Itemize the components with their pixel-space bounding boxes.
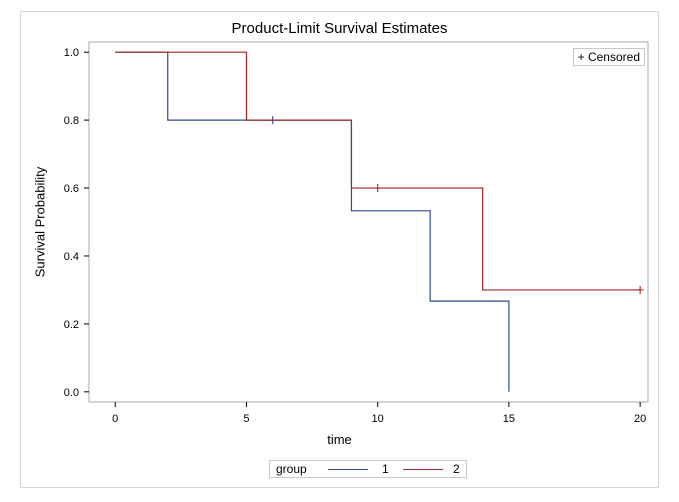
x-axis: 0 5 10 15 20 <box>112 402 646 425</box>
chart-frame <box>20 11 659 488</box>
censored-marker-group-2 <box>374 184 382 193</box>
censored-marker-group-2 <box>636 285 644 294</box>
y-axis-label: Survival Probability <box>32 166 48 278</box>
censored-legend: + Censored <box>572 48 645 66</box>
x-tick-label: 0 <box>112 413 118 425</box>
x-tick-label: 5 <box>243 413 249 425</box>
x-tick-label: 10 <box>372 413 384 425</box>
legend-line-group-2 <box>403 469 443 470</box>
legend-label-group-1: 1 <box>382 462 389 476</box>
x-axis-label: time <box>327 432 352 447</box>
survival-curve-group-2 <box>115 51 641 291</box>
y-tick-label: 0.2 <box>64 319 79 331</box>
plot-border <box>88 41 649 403</box>
legend-label-group-2: 2 <box>453 462 460 476</box>
legend-line-group-1 <box>328 469 368 470</box>
y-axis: 0.0 0.2 0.4 0.6 0.8 1.0 <box>64 47 89 399</box>
y-tick-label: 0.4 <box>64 251 79 263</box>
x-tick-label: 15 <box>503 413 515 425</box>
y-tick-label: 0.8 <box>64 115 79 127</box>
series-layer <box>115 51 644 392</box>
y-tick-label: 0.6 <box>64 183 79 195</box>
legend-title: group <box>276 462 307 476</box>
x-tick-label: 20 <box>634 413 646 425</box>
group-legend: group 1 2 <box>269 460 467 478</box>
y-tick-label: 0.0 <box>64 387 79 399</box>
y-tick-label: 1.0 <box>64 47 79 59</box>
survival-curve-group-1 <box>115 51 510 392</box>
chart-title: Product-Limit Survival Estimates <box>231 20 448 37</box>
